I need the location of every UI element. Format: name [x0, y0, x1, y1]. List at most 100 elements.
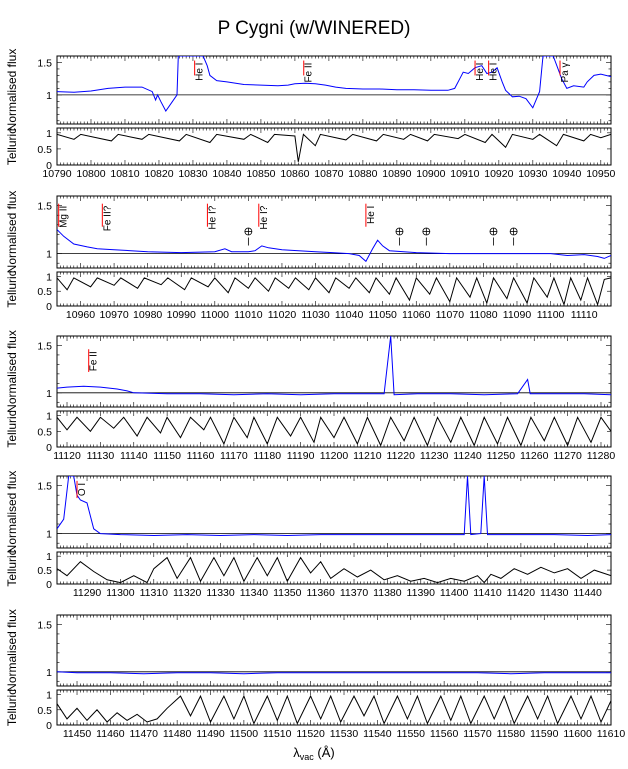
x-tick-label: 11040: [335, 309, 364, 321]
x-tick-label: 11360: [306, 587, 335, 599]
line-id-label: He I: [366, 206, 377, 224]
x-tick-label: 11450: [63, 728, 92, 740]
x-tick-label: 11570: [463, 728, 492, 740]
x-tick-label: 11120: [53, 450, 81, 462]
x-tick-label: 11370: [340, 587, 369, 599]
flux-tick-label: 1: [46, 90, 52, 102]
x-tick-label: 10970: [99, 309, 128, 321]
x-tick-label: 11440: [573, 587, 602, 599]
x-tick-label: 11610: [597, 728, 626, 740]
x-tick-label: 11160: [187, 450, 215, 462]
x-tick-label: 10870: [314, 168, 343, 180]
flux-tick-label: 1.5: [37, 619, 52, 631]
telluric-tick-label: 0: [46, 720, 52, 732]
telluric-tick-label: 0.5: [37, 286, 52, 298]
x-tick-label: 11280: [587, 450, 616, 462]
flux-series-line: [57, 229, 611, 263]
x-tick-label: 11580: [497, 728, 526, 740]
x-tick-label: 10830: [178, 168, 207, 180]
x-tick-label: 11530: [330, 728, 359, 740]
x-tick-label: 11430: [540, 587, 569, 599]
telluric-tick-label: 0.5: [37, 705, 52, 717]
telluric-axis-label: Telluric: [5, 549, 19, 586]
telluric-axis-label: Telluric: [5, 410, 19, 447]
line-id-label: He I?: [259, 205, 270, 229]
telluric-tick-label: 0.5: [37, 144, 52, 156]
line-id-label: Mg II: [59, 206, 70, 228]
telluric-series-line: [57, 133, 611, 162]
telluric-series-line: [57, 415, 611, 447]
x-tick-label: 11200: [320, 450, 349, 462]
x-tick-label: 11480: [163, 728, 192, 740]
x-tick-label: 10850: [246, 168, 275, 180]
line-id-label: He I?: [207, 205, 218, 229]
x-tick-label: 11090: [503, 309, 532, 321]
flux-tick-label: 1: [46, 249, 52, 261]
telluric-tick-label: 0: [46, 160, 52, 172]
x-tick-label: 11320: [173, 587, 202, 599]
x-tick-label: 10810: [110, 168, 139, 180]
x-tick-label: 11290: [73, 587, 102, 599]
telluric-tick-label: 0: [46, 301, 52, 313]
x-axis-label: λvac (Å): [0, 745, 628, 762]
x-tick-label: 10860: [280, 168, 309, 180]
telluric-tick-label: 1: [46, 128, 52, 140]
x-tick-label: 11270: [553, 450, 582, 462]
telluric-tick-label: 1: [46, 271, 52, 283]
x-tick-label: 10940: [552, 168, 581, 180]
telluric-tick-label: 0: [46, 442, 52, 454]
flux-axis-label: Normalised flux: [5, 191, 19, 274]
x-tick-label: 11420: [507, 587, 536, 599]
telluric-tick-label: 1: [46, 411, 52, 423]
telluric-tick-label: 0.5: [37, 565, 52, 577]
x-tick-label: 11070: [436, 309, 465, 321]
line-id-label: He I: [489, 63, 500, 81]
telluric-panel-frame: [56, 127, 612, 166]
x-tick-label: 11400: [440, 587, 469, 599]
line-id-label: Fe II?: [102, 205, 113, 231]
x-tick-label: 11250: [487, 450, 516, 462]
line-id-label: Fe II: [304, 63, 315, 83]
x-tick-label: 11060: [402, 309, 431, 321]
x-tick-label: 11030: [301, 309, 330, 321]
flux-axis-label: Normalised flux: [5, 330, 19, 413]
x-tick-label: 11350: [273, 587, 302, 599]
flux-tick-label: 1.5: [37, 481, 52, 493]
x-tick-label: 11600: [563, 728, 592, 740]
x-tick-label: 11150: [153, 450, 181, 462]
x-tick-label: 11110: [571, 309, 598, 321]
flux-tick-label: 1.5: [37, 57, 52, 69]
x-tick-label: 11000: [201, 309, 230, 321]
telluric-axis-label: Telluric: [5, 689, 19, 726]
telluric-axis-label: Telluric: [5, 270, 19, 307]
flux-tick-label: 1: [46, 667, 52, 679]
telluric-axis-label: Telluric: [5, 128, 19, 165]
flux-panel-frame: [56, 475, 612, 549]
x-tick-label: 11380: [373, 587, 402, 599]
chart-title: P Cygni (w/WINERED): [217, 18, 411, 39]
flux-series-line: [57, 671, 611, 675]
telluric-tick-label: 0: [46, 579, 52, 591]
telluric-panel-frame: [56, 271, 612, 307]
flux-tick-label: 1: [46, 529, 52, 541]
x-tick-label: 11080: [469, 309, 498, 321]
x-tick-label: 11340: [240, 587, 269, 599]
telluric-series-line: [57, 556, 611, 584]
x-tick-label: 11260: [520, 450, 549, 462]
x-tick-label: 11470: [130, 728, 159, 740]
telluric-series-line: [57, 694, 611, 725]
telluric-tick-label: 1: [46, 551, 52, 563]
line-id-label: Pa γ: [560, 63, 571, 83]
telluric-series-line: [57, 276, 611, 306]
x-tick-label: 11330: [206, 587, 235, 599]
flux-series-line: [57, 336, 611, 396]
x-tick-label: 11550: [397, 728, 426, 740]
x-tick-label: 10950: [586, 168, 615, 180]
x-axis-unit: (Å): [313, 745, 335, 760]
telluric-tick-label: 0.5: [37, 426, 52, 438]
x-tick-label: 11180: [253, 450, 281, 462]
x-tick-label: 10840: [212, 168, 241, 180]
line-id-label: He I: [195, 63, 206, 81]
x-tick-label: 11230: [420, 450, 449, 462]
